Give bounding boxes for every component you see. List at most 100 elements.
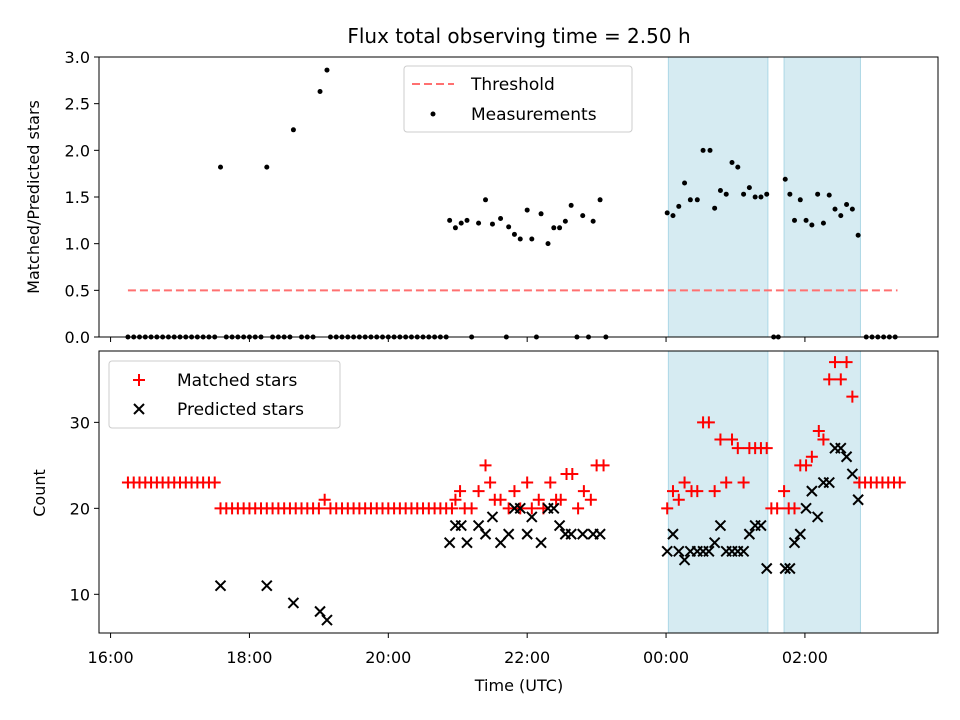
measurement-point <box>855 232 861 238</box>
measurement-point <box>538 211 544 217</box>
measurement-point <box>317 89 323 95</box>
measurement-point <box>506 224 512 230</box>
matched-star-point <box>472 485 485 498</box>
matched-star-point <box>771 502 784 515</box>
predicted-star-point <box>667 528 679 540</box>
count-panel: 10 20 30 16:00 18:00 20:00 22:00 00:00 02:00 Co… <box>30 350 939 695</box>
measurement-point <box>464 217 470 223</box>
measurement-point <box>452 225 458 231</box>
predicted-star-point <box>526 511 538 523</box>
bottom-y-axis-label: Count <box>30 469 49 517</box>
matched-star-point <box>760 442 773 455</box>
bottom-shaded-intervals <box>667 350 861 634</box>
measurement-point <box>264 164 270 170</box>
measurement-point <box>511 231 517 237</box>
predicted-star-point <box>461 537 473 549</box>
legend-measurements-label: Measurements <box>471 105 597 125</box>
predicted-star-point <box>472 519 485 532</box>
matched-star-point <box>778 485 791 498</box>
top-x-ticks <box>110 337 806 342</box>
predicted-star-point <box>455 519 467 532</box>
measurement-point <box>568 202 574 208</box>
measurement-point <box>826 192 832 198</box>
legend-measurements-swatch <box>430 111 436 117</box>
predicted-star-point <box>840 451 853 463</box>
predicted-star-point <box>823 476 835 489</box>
measurement-point <box>597 197 603 203</box>
measurement-point <box>809 222 815 228</box>
matched-star-point <box>577 485 590 498</box>
matched-star-point <box>208 476 221 489</box>
predicted-star-point <box>755 519 767 532</box>
measurement-point <box>820 220 826 226</box>
predicted-star-point <box>261 580 273 592</box>
predicted-star-point <box>806 485 818 497</box>
matched-star-point <box>465 502 478 515</box>
predicted-star-point <box>314 605 326 618</box>
measurement-point <box>290 127 296 133</box>
figure-title: Flux total observing time = 2.50 h <box>347 24 690 48</box>
predicted-star-point <box>788 537 801 549</box>
bottom-x-tick-label: 20:00 <box>365 648 411 667</box>
top-y-tick-label: 0.0 <box>65 328 90 347</box>
top-y-axis-label: Matched/Predicted stars <box>24 100 43 294</box>
measurement-point <box>700 147 706 153</box>
matched-star-point <box>834 373 847 386</box>
legend-predicted-swatch <box>133 403 145 415</box>
predicted-star-point <box>443 537 456 549</box>
measurement-point <box>792 217 798 223</box>
predicted-star-point <box>714 519 727 532</box>
predicted-star-point <box>794 528 806 540</box>
bottom-legend-box <box>108 360 341 429</box>
bottom-y-tick-label: 20 <box>70 499 90 518</box>
legend-threshold-label: Threshold <box>470 75 555 95</box>
predicted-star-point <box>502 528 515 540</box>
matched-star-point <box>572 502 585 515</box>
measurement-point <box>447 217 453 223</box>
predicted-star-point <box>852 494 864 506</box>
predicted-star-point <box>703 545 715 558</box>
predicted-star-point <box>214 580 227 592</box>
measurement-point <box>682 180 688 186</box>
bottom-y-tick-label: 10 <box>70 585 90 604</box>
predicted-star-point <box>565 528 577 540</box>
measurement-point <box>670 213 676 219</box>
predicted-star-point <box>737 545 750 558</box>
measurement-point <box>729 159 735 165</box>
measurement-point <box>752 194 758 200</box>
legend-predicted-label: Predicted stars <box>177 400 304 420</box>
measurement-point <box>797 197 803 203</box>
measurement-point <box>458 220 464 226</box>
top-y-tick-label: 0.5 <box>65 281 90 300</box>
measurement-point <box>580 213 586 219</box>
measurement-point <box>476 220 482 226</box>
measurement-point <box>844 201 850 207</box>
predicted-star-point <box>577 528 589 540</box>
matched-star-point <box>666 485 679 498</box>
top-y-tick-label: 2.0 <box>65 141 90 160</box>
measurement-point <box>712 205 718 211</box>
measurement-point <box>723 191 729 197</box>
measurement-point <box>758 194 764 200</box>
measurement-point <box>218 164 224 170</box>
predicted-star-point <box>673 545 685 558</box>
measurement-point <box>832 206 838 212</box>
bottom-legend: Matched stars Predicted stars <box>108 360 341 429</box>
measurement-point <box>707 147 713 153</box>
matched-star-point <box>823 373 836 386</box>
top-y-tick-label: 1.5 <box>65 188 90 207</box>
matched-star-point <box>508 485 521 498</box>
matched-star-point <box>445 502 458 515</box>
measurement-point <box>562 218 568 224</box>
predicted-star-point <box>811 511 824 523</box>
predicted-star-point <box>800 502 812 515</box>
matched-star-point <box>800 459 813 472</box>
measurement-point <box>483 197 489 203</box>
matched-star-point <box>840 356 853 369</box>
measurement-point <box>324 67 330 73</box>
x-axis-label: Time (UTC) <box>474 676 563 695</box>
predicted-star-point <box>846 468 859 480</box>
bottom-y-tick-label: 30 <box>70 413 90 432</box>
bottom-x-tick-label: 02:00 <box>782 648 828 667</box>
